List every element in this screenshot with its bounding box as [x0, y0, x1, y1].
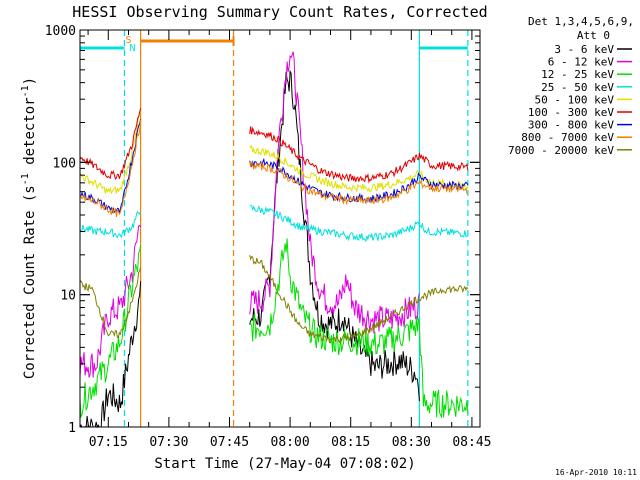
series-line — [249, 144, 469, 193]
series-line — [249, 126, 469, 184]
chart-title: HESSI Observing Summary Count Rates, Cor… — [72, 3, 487, 21]
legend-label: 25 - 50 keV — [541, 81, 614, 94]
y-axis-label-part: Corrected Count Rate (s — [22, 185, 38, 379]
series-line — [249, 238, 469, 418]
plot-area: SN — [79, 30, 469, 429]
series-line — [249, 204, 469, 243]
legend-label: 7000 - 20000 keV — [508, 144, 614, 157]
y-axis-label-part: ) — [22, 77, 38, 85]
footer-timestamp: 16-Apr-2010 10:11 — [555, 468, 637, 477]
series-line — [249, 161, 469, 206]
x-tick-label: 08:45 — [452, 435, 491, 450]
flag-n: N — [130, 43, 136, 54]
legend-label: 800 - 7000 keV — [521, 131, 614, 144]
y-tick-label: 1000 — [45, 24, 76, 39]
x-tick-label: 08:30 — [392, 435, 431, 450]
x-tick-label: 07:30 — [149, 435, 188, 450]
series-line — [79, 245, 142, 419]
series-line — [79, 211, 142, 239]
y-tick-label: 100 — [53, 156, 76, 171]
legend-label: 100 - 300 keV — [528, 106, 614, 119]
y-tick-label: 10 — [60, 289, 76, 304]
legend-label: 12 - 25 keV — [541, 68, 614, 81]
y-axis-label-part: detector — [22, 97, 38, 173]
legend-header: Att 0 — [577, 29, 610, 42]
legend-label: 6 - 12 keV — [548, 56, 615, 69]
legend-label: 50 - 100 keV — [535, 93, 615, 106]
plot-frame — [79, 29, 481, 428]
x-axis-label: Start Time (27-May-04 07:08:02) — [154, 456, 415, 472]
x-tick-label: 08:15 — [331, 435, 370, 450]
x-axis: 07:15 07:30 07:45 08:00 08:15 08:30 08:45 — [87, 30, 491, 450]
y-axis-label: Corrected Count Rate (s-1 detector-1) — [20, 77, 38, 379]
series-line — [79, 108, 142, 180]
x-tick-label: 08:00 — [271, 435, 310, 450]
legend-label: 3 - 6 keV — [554, 43, 614, 56]
legend-label: 300 - 800 keV — [528, 119, 614, 132]
series-line — [79, 224, 142, 378]
x-tick-label: 07:45 — [210, 435, 249, 450]
flag-s: S — [125, 35, 131, 46]
y-axis: 1 10 100 1000 — [45, 24, 480, 436]
y-axis-label-sup: -1 — [20, 85, 31, 97]
series-line — [79, 266, 142, 339]
series-line — [79, 109, 142, 195]
y-tick-label: 1 — [68, 421, 76, 436]
legend-header: Det 1,3,4,5,6,9, — [528, 15, 634, 28]
series-line — [249, 254, 469, 344]
series-line — [249, 157, 469, 205]
y-axis-label-sup: -1 — [20, 173, 31, 185]
series-line — [79, 120, 142, 217]
x-tick-label: 07:15 — [89, 435, 128, 450]
